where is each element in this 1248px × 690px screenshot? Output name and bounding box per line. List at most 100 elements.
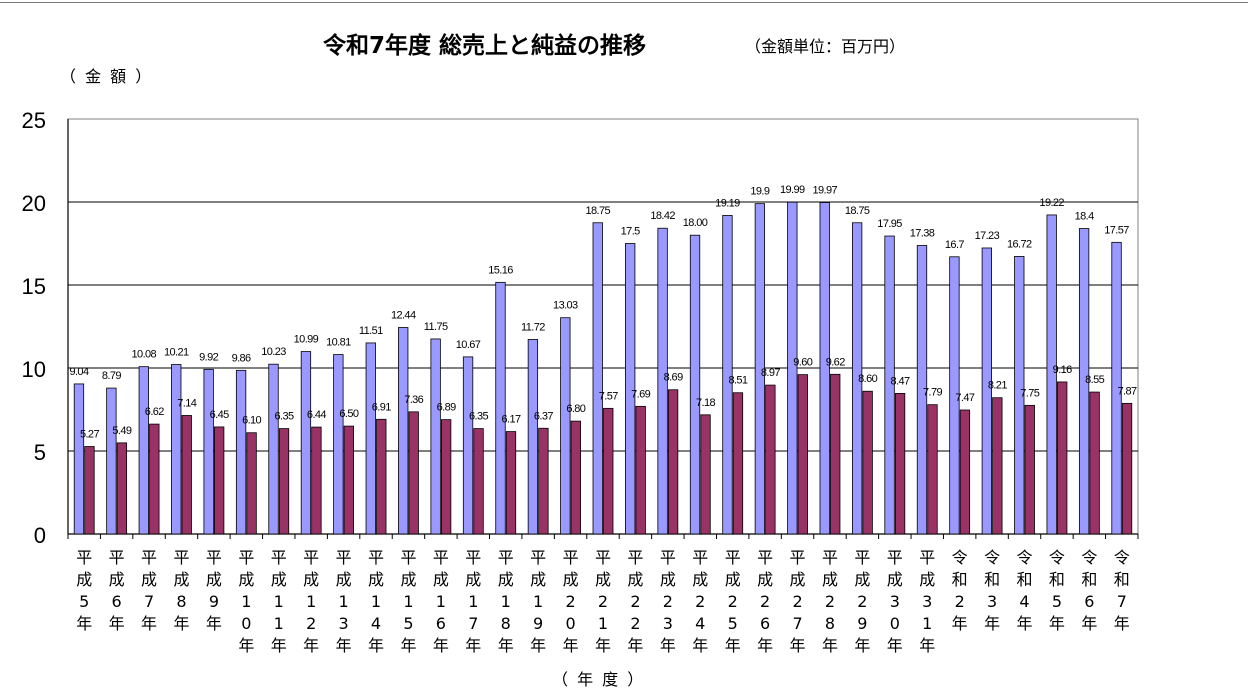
x-category-label-char: 年 <box>76 614 92 633</box>
profit-data-label: 8.60 <box>858 373 877 385</box>
profit-data-label: 5.49 <box>112 425 131 437</box>
profit-bar <box>927 404 938 535</box>
y-axis-unit-label: （ 金 額 ） <box>60 67 154 86</box>
profit-bar <box>894 392 906 535</box>
sales-bar <box>235 369 247 535</box>
profit-bar <box>311 426 322 535</box>
profit-bar <box>440 419 452 535</box>
x-category-label-char: 年 <box>1114 614 1130 633</box>
x-category-label-char: 平 <box>76 548 92 567</box>
x-category-label-char: 和 <box>1081 570 1097 589</box>
sales-bar <box>138 366 149 535</box>
profit-bar <box>830 373 841 535</box>
profit-data-label: 7.18 <box>696 397 715 409</box>
profit-bar <box>376 418 387 535</box>
x-category-label-char: 年 <box>1017 614 1033 633</box>
sales-data-label: 19.22 <box>1039 197 1064 209</box>
profit-data-label: 7.57 <box>599 390 618 402</box>
profit-data-label: 7.79 <box>923 387 942 399</box>
sales-bar <box>1014 256 1025 535</box>
profit-bar <box>473 428 484 535</box>
sales-bar <box>657 227 668 535</box>
profit-data-label: 8.97 <box>761 367 780 379</box>
profit-bar <box>1024 404 1035 535</box>
sales-data-label: 15.16 <box>488 264 513 276</box>
x-category-label-char: 年 <box>1049 614 1065 633</box>
x-category-label-char: 平 <box>660 548 676 567</box>
x-category-label-char: 平 <box>238 548 254 567</box>
x-category-label-char: 1 <box>468 592 478 611</box>
x-category-label-char: 年 <box>530 636 546 655</box>
profit-bar <box>149 423 160 535</box>
x-category-label-char: 年 <box>303 636 319 655</box>
profit-bar <box>732 392 744 535</box>
profit-bar <box>538 427 549 535</box>
sales-bar <box>722 215 733 535</box>
x-category-label-char: 7 <box>792 614 802 633</box>
sales-data-label: 10.81 <box>326 337 351 349</box>
sales-bar <box>981 247 992 535</box>
x-category-label-char: 8 <box>501 614 511 633</box>
sales-bar <box>787 201 798 535</box>
x-category-label-char: 年 <box>887 636 903 655</box>
y-tick-label: 0 <box>34 523 46 548</box>
sales-data-label: 13.03 <box>553 300 578 312</box>
x-category-label-char: 4 <box>695 614 705 633</box>
x-category-label-char: 年 <box>660 636 676 655</box>
sales-data-label: 11.72 <box>521 321 545 333</box>
sales-bar <box>73 383 85 535</box>
x-category-label-char: 2 <box>728 592 738 611</box>
profit-data-label: 7.47 <box>955 392 974 404</box>
x-category-label-char: 2 <box>306 614 316 633</box>
profit-data-label: 6.37 <box>534 410 553 422</box>
x-category-label-char: 年 <box>1081 614 1097 633</box>
sales-bar <box>884 235 895 535</box>
sales-bar <box>851 222 863 535</box>
x-category-label-char: 年 <box>109 614 125 633</box>
profit-bar <box>214 426 225 535</box>
x-category-label-char: 年 <box>822 636 838 655</box>
sales-data-label: 19.97 <box>812 184 837 196</box>
y-tick-label: 20 <box>22 191 46 216</box>
x-category-label-char: 年 <box>984 614 1000 633</box>
x-category-label-char: 年 <box>173 614 189 633</box>
x-category-label-char: 3 <box>987 592 997 611</box>
profit-bar <box>181 415 192 535</box>
x-category-label-char: 和 <box>1049 570 1065 589</box>
plot-area-border <box>67 118 1139 535</box>
x-category-label-char: 9 <box>209 592 219 611</box>
x-category-label-char: 成 <box>919 570 935 589</box>
profit-data-label: 8.55 <box>1085 374 1104 386</box>
sales-bar <box>560 317 571 535</box>
x-category-label-char: 年 <box>141 614 157 633</box>
x-category-label-char: 4 <box>1019 592 1029 611</box>
x-category-label-char: 成 <box>627 570 643 589</box>
x-category-label-char: 3 <box>890 592 900 611</box>
x-category-label-char: 3 <box>663 614 673 633</box>
sales-data-label: 18.42 <box>650 210 675 222</box>
x-category-label-char: 年 <box>595 636 611 655</box>
profit-data-label: 7.14 <box>177 397 196 409</box>
profit-data-label: 6.17 <box>501 414 520 426</box>
sales-data-label: 17.5 <box>621 226 640 238</box>
x-category-label-char: 2 <box>663 592 673 611</box>
sales-data-label: 19.19 <box>715 197 740 209</box>
profit-data-label: 6.44 <box>307 409 326 421</box>
x-category-label-char: 成 <box>368 570 384 589</box>
x-category-label-char: 年 <box>952 614 968 633</box>
x-category-label-char: 和 <box>984 570 1000 589</box>
chart-title: 令和7年度 総売上と純益の推移 <box>323 33 647 59</box>
x-category-label-char: 平 <box>757 548 773 567</box>
profit-bar <box>570 420 581 535</box>
x-category-label-char: 5 <box>79 592 89 611</box>
sales-bar <box>365 342 376 535</box>
profit-data-label: 6.35 <box>469 411 488 423</box>
x-category-label-char: 2 <box>565 592 575 611</box>
sales-data-label: 18.75 <box>845 205 870 217</box>
x-category-label-char: 平 <box>822 548 838 567</box>
x-category-label-char: 3 <box>339 614 349 633</box>
profit-data-label: 9.62 <box>826 356 845 368</box>
x-category-label-char: 平 <box>725 548 741 567</box>
x-category-label-char: 2 <box>695 592 705 611</box>
